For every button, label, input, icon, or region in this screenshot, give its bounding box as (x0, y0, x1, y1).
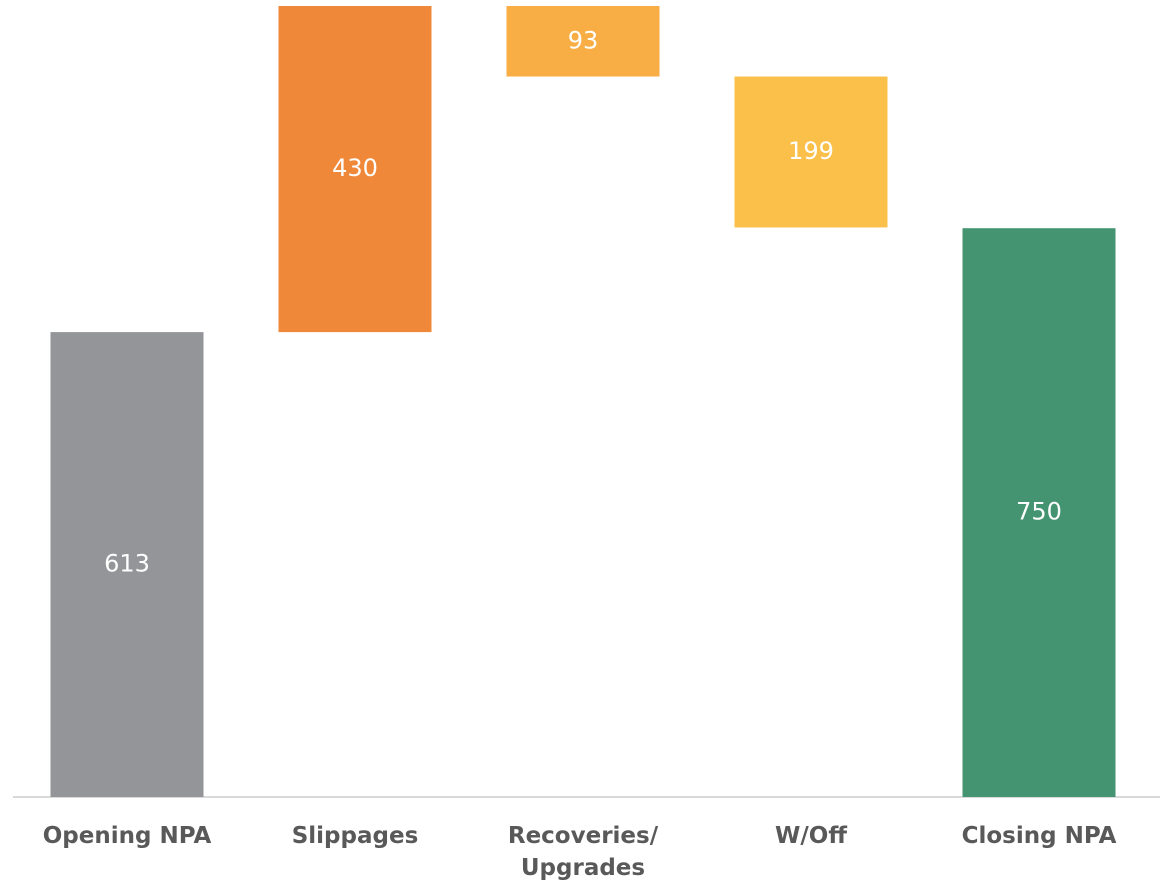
bar (506, 6, 660, 77)
bar (278, 6, 432, 333)
bar (962, 228, 1116, 797)
bar (734, 76, 888, 228)
x-tick-label: Closing NPA (961, 823, 1117, 849)
data-label: 750 (1016, 498, 1062, 526)
x-tick-label: Slippages (291, 823, 419, 849)
data-label: 430 (332, 154, 378, 182)
bar (50, 332, 204, 797)
x-tick-label: Opening NPA (42, 823, 212, 849)
data-label: 613 (104, 550, 150, 578)
x-tick-label: W/Off (775, 823, 847, 849)
data-label: 199 (788, 137, 834, 165)
x-tick-label: Recoveries/ Upgrades (507, 823, 659, 881)
data-label: 93 (568, 26, 599, 54)
